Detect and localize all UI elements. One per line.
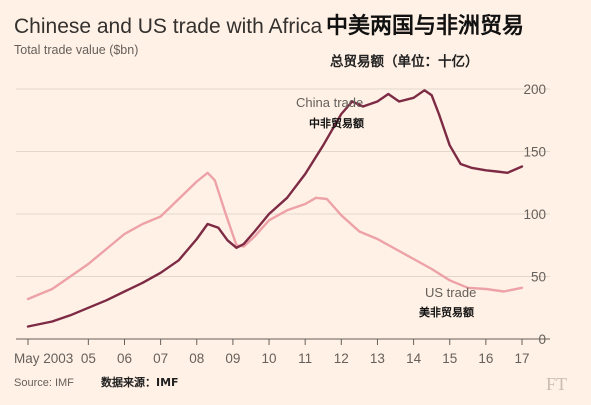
gridlines <box>16 88 550 277</box>
x-tick-label: May 2003 <box>14 351 73 366</box>
x-tick-label: 14 <box>406 351 422 366</box>
x-axis-ticks: May 2003 05 06 07 08 09 10 11 12 13 14 15 16 17 <box>14 339 530 366</box>
source-note-zh: 数据来源：IMF <box>101 375 179 389</box>
x-tick-label: 11 <box>298 351 312 366</box>
y-tick-label: 200 <box>523 82 546 97</box>
us-trade-line <box>26 171 524 301</box>
x-tick-label: 07 <box>153 351 168 366</box>
us-trade-label: US trade <box>425 285 476 300</box>
x-tick-label: 08 <box>189 351 204 366</box>
y-tick-label: 50 <box>531 270 546 285</box>
x-tick-label: 06 <box>117 351 132 366</box>
china-trade-line <box>26 89 524 328</box>
chart-title: Chinese and US trade with Africa <box>14 15 322 38</box>
source-note: Source: IMF <box>14 377 74 389</box>
x-tick-label: 10 <box>262 351 277 366</box>
chart-subtitle-zh: 总贸易额（单位：十亿） <box>330 53 479 70</box>
chart-title-zh: 中美两国与非洲贸易 <box>326 13 524 39</box>
x-tick-label: 13 <box>370 351 385 366</box>
x-tick-label: 09 <box>225 351 240 366</box>
x-tick-label: 15 <box>442 351 457 366</box>
y-axis-ticks: 050100150200 <box>523 82 546 347</box>
x-tick-label: 17 <box>514 351 529 366</box>
y-tick-label: 150 <box>523 145 546 160</box>
y-tick-label: 100 <box>523 207 546 222</box>
us-trade-label-zh: 美非贸易额 <box>419 305 474 319</box>
x-tick-label: 16 <box>478 351 493 366</box>
chart-subtitle: Total trade value ($bn) <box>14 43 138 57</box>
china-trade-label-zh: 中非贸易额 <box>309 116 364 130</box>
x-tick-label: 05 <box>81 351 96 366</box>
china-trade-label: China trade <box>296 95 363 110</box>
x-tick-label: 12 <box>334 351 349 366</box>
ft-logo: FT <box>546 374 567 394</box>
